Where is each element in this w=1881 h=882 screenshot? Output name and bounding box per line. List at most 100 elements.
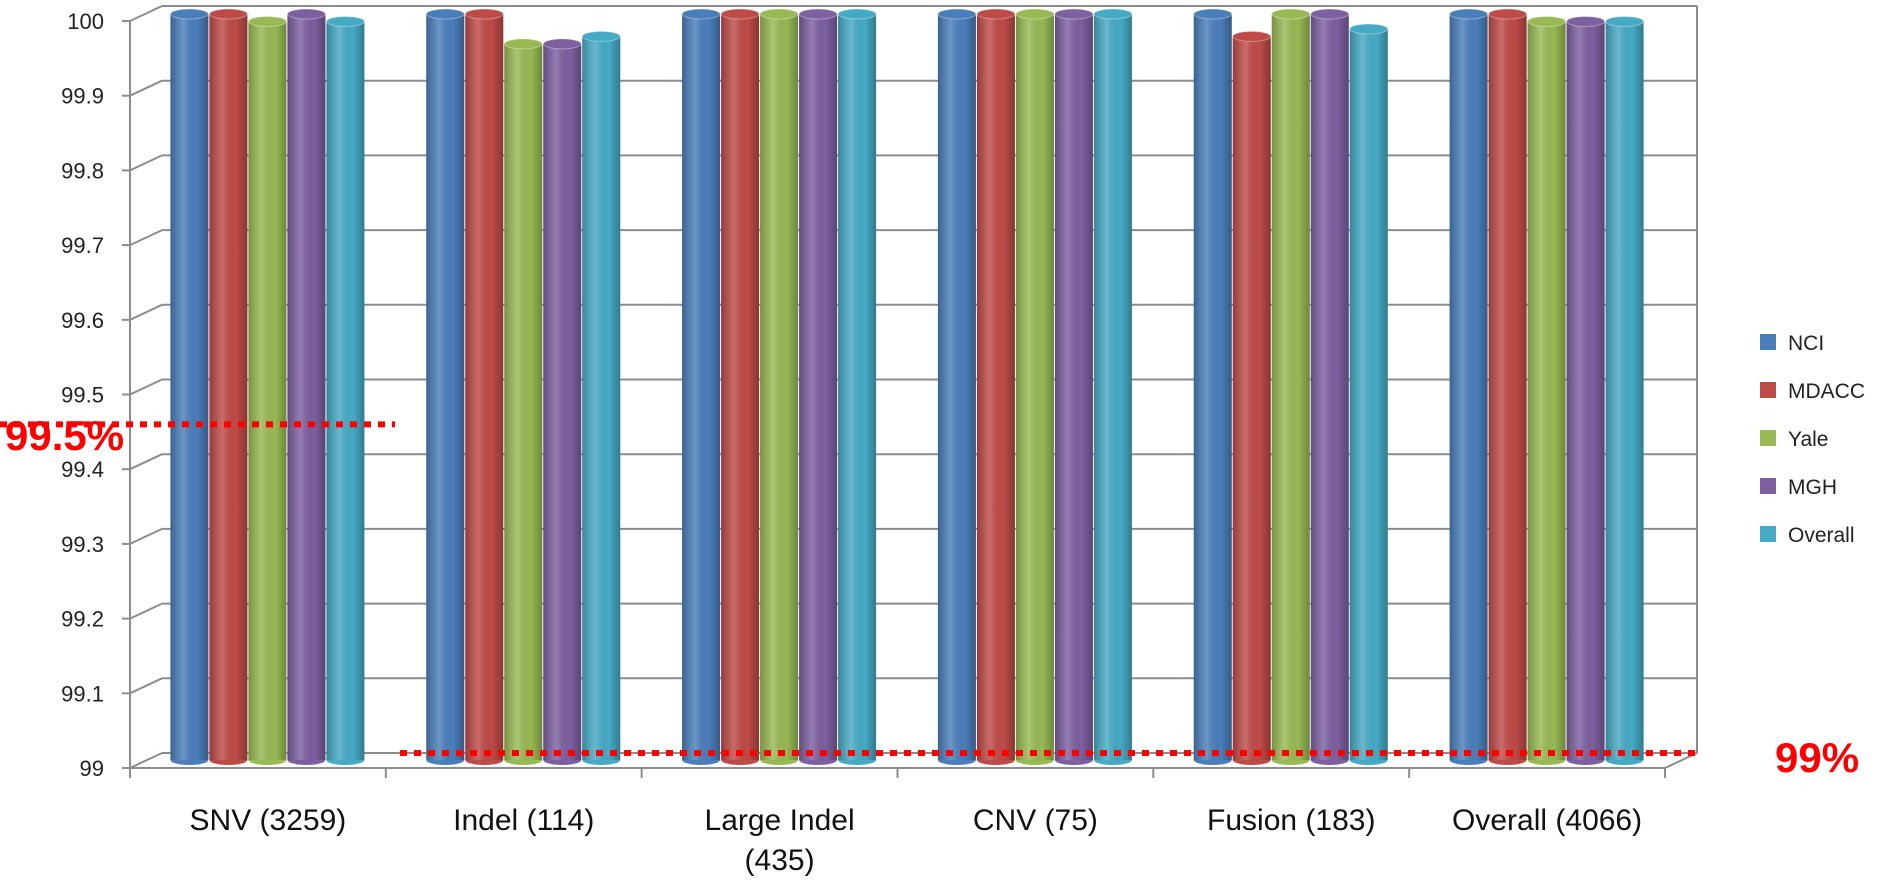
bar (976, 8, 1016, 765)
bar-top (1093, 8, 1133, 20)
bar-shading (1015, 14, 1054, 760)
gridline-diagonal (129, 5, 163, 22)
bar (720, 8, 760, 765)
gridline-diagonal (129, 79, 163, 97)
bar (425, 8, 465, 765)
bar-shading (1232, 36, 1271, 761)
legend-swatch (1760, 382, 1776, 398)
category-label: Overall (4066) (1452, 804, 1642, 837)
bar (1232, 30, 1272, 765)
bar-top (1310, 8, 1350, 20)
bar-top (425, 8, 465, 20)
legend-item: Yale (1760, 428, 1828, 451)
bar-shading (465, 14, 504, 760)
bar-top (542, 38, 582, 50)
legend-item: Overall (1760, 524, 1855, 547)
y-tick-label: 100 (67, 9, 104, 34)
legend-label: MGH (1788, 476, 1837, 499)
bar (1449, 8, 1489, 765)
bar-shading (504, 43, 543, 760)
bar-shading (1310, 14, 1349, 760)
bar-shading (1605, 21, 1644, 761)
bar (542, 38, 582, 765)
legend-label: MDACC (1788, 380, 1865, 403)
bar-top (1605, 15, 1645, 27)
legend-item: MGH (1760, 476, 1837, 499)
reference-label-99-5: 99.5% (5, 412, 124, 459)
bar-top (759, 8, 799, 20)
bar-top (503, 38, 543, 50)
bar (1527, 15, 1567, 765)
category-label: Fusion (183) (1207, 804, 1375, 837)
gridline-diagonal (129, 378, 163, 396)
bar-shading (838, 14, 877, 760)
bar-shading (1449, 14, 1488, 760)
legend-swatch (1760, 334, 1776, 350)
legend-item: MDACC (1760, 380, 1865, 403)
y-tick-label: 99.7 (61, 233, 104, 258)
bar (837, 8, 877, 765)
bar (1271, 8, 1311, 765)
bar (1488, 8, 1528, 765)
bar-top (976, 8, 1016, 20)
bar-top (325, 15, 365, 27)
y-tick-label: 99.4 (61, 457, 104, 482)
bar (937, 8, 977, 765)
bar-top (1449, 8, 1489, 20)
bar (325, 15, 365, 765)
y-tick-label: 99.6 (61, 308, 104, 333)
bar (247, 15, 287, 765)
bar (464, 8, 504, 765)
y-tick-label: 99.1 (61, 681, 104, 706)
bar (798, 8, 838, 765)
y-tick-label: 99.8 (61, 158, 104, 183)
legend-swatch (1760, 526, 1776, 542)
bar-shading (1566, 21, 1605, 761)
bar-top (1054, 8, 1094, 20)
gridline-diagonal (129, 303, 163, 321)
bar-top (169, 8, 209, 20)
legend-swatch (1760, 430, 1776, 446)
bar-top (1271, 8, 1311, 20)
bar-shading (1093, 14, 1132, 760)
bar-top (581, 30, 621, 42)
bar-shading (937, 14, 976, 760)
bar-top (837, 8, 877, 20)
gridline-diagonal (129, 154, 163, 172)
category-label: SNV (3259) (190, 804, 347, 837)
bar-shading (976, 14, 1015, 760)
gridline-diagonal (129, 229, 163, 247)
gridline-diagonal (129, 527, 163, 545)
bar-shading (287, 14, 326, 760)
bar-top (937, 8, 977, 20)
bar-shading (543, 43, 582, 760)
bar-shading (682, 14, 721, 760)
bar (1605, 15, 1645, 765)
reference-label-99: 99% (1775, 734, 1859, 781)
bar-shading (582, 36, 621, 761)
bar-top (286, 8, 326, 20)
bar-top (1566, 15, 1606, 27)
bar (1015, 8, 1055, 765)
legend-label: Yale (1788, 428, 1828, 451)
category-labels: SNV (3259) Indel (114) Large Indel (435) CNV… (190, 804, 1643, 877)
legend-swatch (1760, 478, 1776, 494)
bar (169, 8, 209, 765)
bar-top (1193, 8, 1233, 20)
bar (208, 8, 248, 765)
bar-top (1488, 8, 1528, 20)
bar-top (798, 8, 838, 20)
category-label: Large Indel (705, 804, 855, 837)
bar (681, 8, 721, 765)
y-tick-label: 99.5 (61, 383, 104, 408)
bar (1093, 8, 1133, 765)
bar (1310, 8, 1350, 765)
bar-top (1232, 30, 1272, 42)
bar-top (1527, 15, 1567, 27)
bar-shading (426, 14, 465, 760)
bar-shading (170, 14, 209, 760)
bar (286, 8, 326, 765)
gridline-diagonal (129, 752, 163, 769)
bar (1054, 8, 1094, 765)
